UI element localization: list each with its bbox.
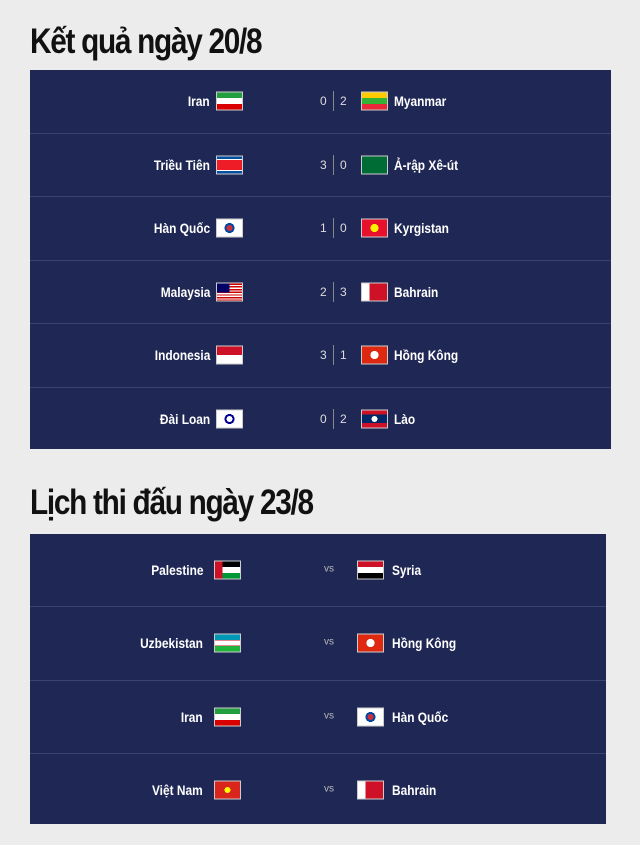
flag-myanmar-icon [361,91,388,111]
away-team-name: Kyrgistan [394,220,449,237]
home-team-name: Hàn Quốc [153,220,210,237]
away-score: 0 [340,221,347,236]
flag-bahrain-icon [357,780,384,800]
flag-south-korea-icon [357,707,384,727]
match-row[interactable]: Iran 0 2 Myanmar [30,70,611,134]
flag-bahrain-icon [361,282,388,302]
home-team-name: Malaysia [160,283,210,300]
score-divider [333,281,334,302]
home-score: 1 [320,221,327,236]
match-row[interactable]: Việt Nam vs Bahrain [30,754,606,826]
flag-hong-kong-icon [357,633,384,653]
away-team-name: Myanmar [394,93,447,110]
away-score: 3 [340,284,347,299]
schedule-title: Lịch thi đấu ngày 23/8 [30,483,314,522]
score-divider [333,408,334,429]
away-team-name: Syria [392,562,422,579]
away-team-name: Hàn Quốc [392,708,449,725]
home-team-name: Iran [181,708,203,725]
home-team-name: Indonesia [154,347,210,364]
home-team-name: Đài Loan [159,410,210,427]
home-team-name: Uzbekistan [140,635,203,652]
schedule-panel: Palestine vs Syria Uzbekistan vs Hồng Kông Ira… [30,534,606,824]
flag-north-korea-icon [216,155,243,175]
match-row[interactable]: Palestine vs Syria [30,534,606,608]
flag-uzbekistan-icon [214,633,241,653]
home-team-name: Palestine [150,562,203,579]
score-divider [333,218,334,239]
flag-syria-icon [357,560,384,580]
home-team-name: Iran [188,93,210,110]
away-score: 0 [340,157,347,172]
flag-palestine-icon [214,560,241,580]
score-divider [333,91,334,112]
match-row[interactable]: Triều Tiên 3 0 Ả-rập Xê-út [30,134,611,197]
flag-hong-kong-icon [361,345,388,365]
flag-laos-icon [361,409,388,429]
flag-indonesia-icon [216,345,243,365]
away-team-name: Hồng Kông [392,635,457,652]
match-row[interactable]: Hàn Quốc 1 0 Kyrgistan [30,197,611,261]
results-panel: Iran 0 2 Myanmar Triều Tiên 3 0 Ả-rập Xê-út Hàn … [30,70,611,449]
away-score: 1 [340,348,347,363]
flag-saudi-arabia-icon [361,155,388,175]
flag-vietnam-icon [214,780,241,800]
away-team-name: Bahrain [394,283,439,300]
score-divider [333,345,334,366]
home-score: 3 [320,348,327,363]
flag-iran-icon [216,91,243,111]
flag-kyrgyzstan-icon [361,218,388,238]
home-score: 3 [320,157,327,172]
vs-label: vs [324,783,334,795]
away-team-name: Ả-rập Xê-út [394,156,459,173]
match-row[interactable]: Indonesia 3 1 Hồng Kông [30,324,611,388]
score-divider [333,154,334,175]
vs-label: vs [324,563,334,575]
away-team-name: Hồng Kông [394,347,459,364]
flag-south-korea-icon [216,218,243,238]
vs-label: vs [324,636,334,648]
match-row[interactable]: Malaysia 2 3 Bahrain [30,261,611,324]
match-row[interactable]: Đài Loan 0 2 Lào [30,388,611,451]
match-row[interactable]: Iran vs Hàn Quốc [30,681,606,754]
home-team-name: Việt Nam [152,782,203,799]
away-team-name: Bahrain [392,782,437,799]
flag-iran-icon [214,707,241,727]
home-score: 0 [320,411,327,426]
away-score: 2 [340,411,347,426]
match-row[interactable]: Uzbekistan vs Hồng Kông [30,607,606,681]
flag-chinese-taipei-icon [216,409,243,429]
home-score: 0 [320,94,327,109]
flag-malaysia-icon [216,282,243,302]
away-score: 2 [340,94,347,109]
home-team-name: Triều Tiên [154,156,210,173]
home-score: 2 [320,284,327,299]
results-title: Kết quả ngày 20/8 [30,22,263,61]
vs-label: vs [324,710,334,722]
away-team-name: Lào [394,410,416,427]
